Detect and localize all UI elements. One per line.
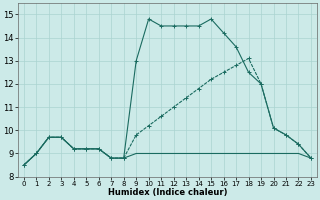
- X-axis label: Humidex (Indice chaleur): Humidex (Indice chaleur): [108, 188, 227, 197]
